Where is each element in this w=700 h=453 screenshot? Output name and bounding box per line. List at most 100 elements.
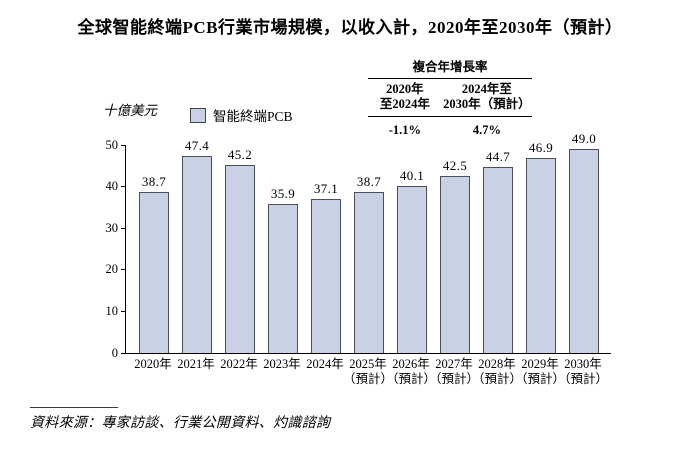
cagr-table-values: -1.1% 4.7% xyxy=(368,117,532,138)
y-tick-label: 40 xyxy=(105,179,119,194)
y-tick-label: 20 xyxy=(105,262,119,277)
bar xyxy=(182,156,212,353)
x-axis-label-2029年: 2029年 （預計） xyxy=(515,357,565,387)
y-tick-mark xyxy=(121,352,126,354)
bar xyxy=(311,199,341,353)
x-axis-label-2024年: 2024年 xyxy=(306,357,344,387)
x-axis-label-line: 2027年 xyxy=(435,357,473,371)
x-axis-label-line: （預計） xyxy=(343,372,394,386)
x-axis-label-line: 2022年 xyxy=(220,357,258,371)
cagr-table: 複合年增長率 2020年 至2024年 2024年至 2030年（預計） -1.… xyxy=(368,56,532,138)
bar-group-2025年: 38.7 xyxy=(354,174,384,353)
legend-label: 智能終端PCB xyxy=(213,109,293,124)
x-axis-label-line: （預計） xyxy=(515,372,566,386)
bar-value-label: 37.1 xyxy=(313,181,339,196)
bar-group-2030年: 49.0 xyxy=(569,131,599,353)
x-axis-label-2030年: 2030年 （預計） xyxy=(558,357,608,387)
cagr-header-2020-2024: 2020年 至2024年 xyxy=(368,82,442,112)
x-axis-label-line: 2021年 xyxy=(177,357,215,371)
bar-value-label: 45.2 xyxy=(227,147,253,162)
cagr-header-line: 2030年（預計） xyxy=(443,97,531,111)
bar-value-label: 49.0 xyxy=(571,131,597,146)
y-tick-mark xyxy=(121,186,126,188)
x-axis-label-2023年: 2023年 xyxy=(263,357,301,387)
x-axis-label-line: 2025年 xyxy=(349,357,387,371)
y-tick-30: 30 xyxy=(89,221,126,235)
bar-value-label: 42.5 xyxy=(442,158,468,173)
cagr-header-line: 至2024年 xyxy=(379,97,430,111)
y-tick-label: 10 xyxy=(105,303,119,318)
y-tick-mark xyxy=(121,269,126,271)
bar xyxy=(526,158,556,353)
cagr-value-2024-2030: 4.7% xyxy=(472,123,501,137)
bar xyxy=(268,204,298,353)
bar xyxy=(139,192,169,353)
bar xyxy=(569,149,599,353)
x-axis-label-line: （預計） xyxy=(429,372,480,386)
bar-group-2021年: 47.4 xyxy=(182,138,212,353)
bar-group-2029年: 46.9 xyxy=(526,140,556,353)
x-axis-labels: 2020年 2021年 2022年 2023年 2024年 2025年 （預計） 2026年（… xyxy=(125,357,610,387)
y-tick-mark xyxy=(121,144,126,146)
bar-group-2024年: 37.1 xyxy=(311,181,341,353)
x-axis-label-2025年: 2025年 （預計） xyxy=(343,357,393,387)
y-tick-label: 0 xyxy=(111,345,118,360)
bar xyxy=(397,186,427,353)
y-tick-10: 10 xyxy=(89,304,126,318)
legend: 智能終端PCB xyxy=(190,105,293,125)
x-axis-label-2022年: 2022年 xyxy=(220,357,258,387)
bar xyxy=(354,192,384,353)
x-axis-label-line: 2030年 xyxy=(564,357,602,371)
cagr-table-title: 複合年增長率 xyxy=(412,60,488,74)
source-divider xyxy=(30,407,118,408)
x-axis-label-line: 2026年 xyxy=(392,357,430,371)
chart-title: 全球智能終端PCB行業市場規模，以收入計，2020年至2030年（預計） xyxy=(77,18,623,37)
y-tick-50: 50 xyxy=(89,138,126,152)
x-axis-label-line: （預計） xyxy=(472,372,523,386)
bar-group-2023年: 35.9 xyxy=(268,186,298,353)
x-axis-label-2021年: 2021年 xyxy=(177,357,215,387)
y-tick-mark xyxy=(121,227,126,229)
x-axis-label-line: （預計） xyxy=(386,372,437,386)
x-axis-label-2028年: 2028年 （預計） xyxy=(472,357,522,387)
y-tick-0: 0 xyxy=(89,346,126,360)
bars-container: 38.7 47.4 45.2 35.9 37.1 38.7 40.1 42.5 44.7 46.9… xyxy=(126,131,611,353)
cagr-header-2024-2030: 2024年至 2030年（預計） xyxy=(442,82,532,112)
bar-group-2022年: 45.2 xyxy=(225,147,255,353)
x-axis-label-line: 2020年 xyxy=(134,357,172,371)
bar-value-label: 40.1 xyxy=(399,168,425,183)
x-axis-label-2027年: 2027年 （預計） xyxy=(429,357,479,387)
legend-swatch-icon xyxy=(190,107,206,123)
x-axis-label-line: 2029年 xyxy=(521,357,559,371)
bar-value-label: 35.9 xyxy=(270,186,296,201)
bar xyxy=(225,165,255,353)
x-axis-label-2026年: 2026年 （預計） xyxy=(386,357,436,387)
cagr-header-line: 2020年 xyxy=(386,82,424,96)
y-axis-unit-label: 十億美元 xyxy=(103,103,157,118)
plot-area: 0 10 20 30 40 50 38.7 47.4 45.2 35.9 37.1 38.7 40.1… xyxy=(106,131,611,360)
y-tick-mark xyxy=(121,310,126,312)
cagr-table-headers: 2020年 至2024年 2024年至 2030年（預計） xyxy=(368,78,532,117)
cagr-value-2020-2024: -1.1% xyxy=(388,123,422,137)
bar-value-label: 38.7 xyxy=(356,174,382,189)
bar xyxy=(483,167,513,353)
bar-group-2026年: 40.1 xyxy=(397,168,427,353)
bar-value-label: 46.9 xyxy=(528,140,554,155)
y-tick-label: 30 xyxy=(105,220,119,235)
y-tick-label: 50 xyxy=(105,137,119,152)
x-axis-label-line: 2024年 xyxy=(306,357,344,371)
y-tick-20: 20 xyxy=(89,262,126,277)
cagr-header-line: 2024年至 xyxy=(461,82,512,96)
x-axis-label-2020年: 2020年 xyxy=(134,357,172,387)
bar-value-label: 44.7 xyxy=(485,149,511,164)
bar-value-label: 47.4 xyxy=(184,138,210,153)
x-axis-label-line: 2023年 xyxy=(263,357,301,371)
bar-value-label: 38.7 xyxy=(141,174,167,189)
bar xyxy=(440,176,470,353)
source-note: 資料來源：專家訪談、行業公開資料、灼識諮詢 xyxy=(30,416,331,431)
x-axis-label-line: （預計） xyxy=(558,372,609,386)
bar-group-2028年: 44.7 xyxy=(483,149,513,353)
bar-group-2027年: 42.5 xyxy=(440,158,470,353)
x-axis-label-line: 2028年 xyxy=(478,357,516,371)
